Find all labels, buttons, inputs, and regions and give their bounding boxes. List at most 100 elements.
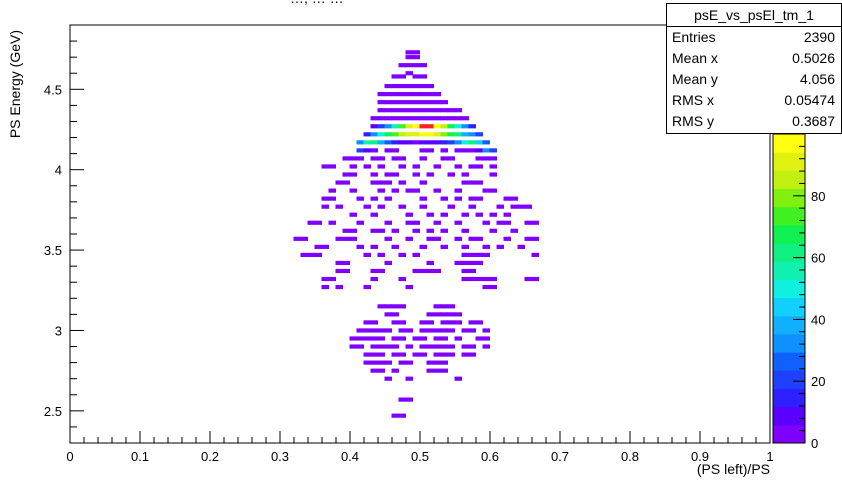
y-tick-label: 3	[55, 323, 62, 338]
heatmap-cell	[398, 397, 406, 402]
heatmap-cell	[461, 180, 469, 185]
heatmap-cell	[391, 336, 399, 341]
heatmap-cell	[384, 108, 392, 113]
heatmap-cell	[405, 124, 413, 129]
heatmap-cell	[405, 140, 413, 145]
heatmap-cell	[384, 220, 392, 225]
heatmap-cell	[440, 344, 448, 349]
heatmap-cell	[524, 236, 532, 241]
x-tick-label: 0.7	[551, 449, 569, 464]
x-tick-label: 0.1	[131, 449, 149, 464]
heatmap-cell	[356, 344, 364, 349]
stats-row-rms-y: RMS y 0.3687	[667, 111, 841, 132]
heatmap-cell	[335, 236, 343, 241]
heatmap-cell	[328, 220, 336, 225]
heatmap-cell	[426, 212, 434, 217]
heatmap-cell	[524, 204, 532, 209]
heatmap-cell	[370, 180, 378, 185]
heatmap-cell	[398, 108, 406, 113]
heatmap-cell	[496, 204, 504, 209]
heatmap-cell	[433, 328, 441, 333]
heatmap-cell	[531, 236, 539, 241]
heatmap-cell	[405, 360, 413, 365]
heatmap-cell	[412, 188, 420, 193]
title-fragment: …, … …	[290, 0, 344, 6]
color-scale-band	[773, 188, 805, 208]
heatmap-cell	[475, 276, 483, 282]
stats-value: 0.05474	[784, 92, 835, 108]
heatmap-cell	[412, 336, 420, 341]
color-scale-band	[773, 170, 805, 190]
heatmap-cell	[405, 132, 413, 137]
heatmap-cell	[398, 320, 406, 325]
stats-value: 0.5026	[792, 50, 835, 66]
heatmap-cell	[475, 196, 483, 201]
heatmap-cell	[517, 244, 525, 249]
heatmap-cell	[370, 368, 378, 373]
heatmap-cell	[454, 164, 462, 169]
heatmap-cell	[447, 124, 455, 129]
heatmap-cell	[433, 352, 441, 357]
heatmap-cell	[482, 156, 490, 161]
heatmap-cell	[398, 413, 406, 418]
heatmap-cell	[321, 284, 329, 290]
heatmap-cell	[398, 328, 406, 333]
z-tick-label: 60	[811, 251, 825, 266]
heatmap-cell	[440, 244, 448, 249]
heatmap-cell	[426, 260, 434, 266]
heatmap-cell	[384, 100, 392, 105]
heatmap-cell	[531, 276, 539, 282]
heatmap-cell	[454, 236, 462, 241]
heatmap-cell	[419, 336, 427, 341]
heatmap-cell	[405, 236, 413, 241]
heatmap-cell	[461, 116, 469, 121]
heatmap-cell	[433, 116, 441, 121]
heatmap-cell	[356, 148, 364, 153]
heatmap-cell	[377, 132, 385, 137]
heatmap-cell	[475, 320, 483, 325]
heatmap-cell	[475, 140, 483, 145]
heatmap-cell	[377, 336, 385, 341]
heatmap-cell	[426, 360, 434, 365]
heatmap-cell	[454, 188, 462, 193]
heatmap-cell	[489, 228, 497, 233]
heatmap-cell	[405, 108, 413, 113]
heatmap-cell	[426, 116, 434, 121]
stats-box: psE_vs_psEl_tm_1 Entries 2390 Mean x 0.5…	[666, 3, 842, 134]
stats-label: Entries	[672, 29, 716, 45]
heatmap-cell	[384, 148, 392, 153]
heatmap-cell	[482, 220, 490, 225]
z-tick-label: 80	[811, 189, 825, 204]
heatmap-cell	[433, 268, 441, 274]
heatmap-cell	[342, 172, 350, 177]
heatmap-cell	[321, 244, 329, 249]
heatmap-cell	[419, 108, 427, 113]
heatmap-cell	[370, 196, 378, 201]
heatmap-cell	[342, 268, 350, 274]
y-tick-label: 2.5	[44, 404, 62, 419]
heatmap-cell	[482, 344, 490, 349]
heatmap-cell	[300, 252, 308, 257]
stats-row-entries: Entries 2390	[667, 27, 841, 48]
heatmap-cell	[412, 74, 420, 79]
heatmap-cell	[419, 328, 427, 333]
heatmap-cell	[468, 344, 476, 349]
heatmap-cell	[433, 100, 441, 105]
heatmap-cell	[377, 368, 385, 373]
heatmap-cell	[468, 164, 476, 169]
heatmap-cell	[419, 92, 427, 97]
heatmap-cell	[412, 228, 420, 233]
heatmap-cell	[405, 328, 413, 333]
heatmap-cell	[391, 84, 399, 89]
heatmap-cell	[433, 304, 441, 309]
heatmap-cell	[412, 108, 420, 113]
heatmap-cell	[391, 100, 399, 105]
heatmap-cell	[447, 304, 455, 309]
heatmap-cell	[384, 328, 392, 333]
heatmap-cell	[384, 236, 392, 241]
heatmap-cell	[454, 132, 462, 137]
x-tick-label: 0.2	[201, 449, 219, 464]
heatmap-cell	[377, 140, 385, 145]
heatmap-cell	[419, 124, 427, 129]
heatmap-cell	[475, 164, 483, 169]
